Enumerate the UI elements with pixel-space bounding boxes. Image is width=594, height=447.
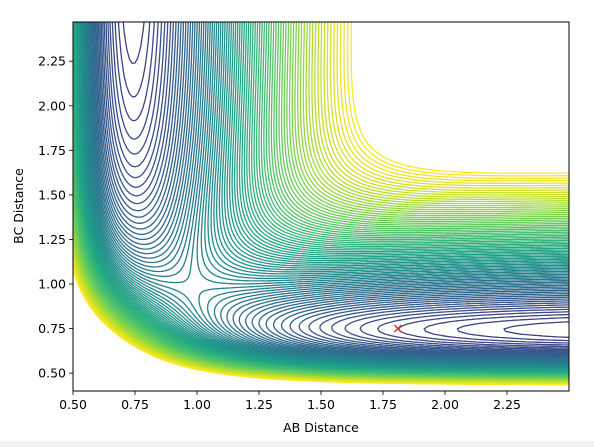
contour-lines	[73, 22, 569, 386]
contour-level	[105, 22, 569, 351]
y-tick-label: 0.50	[38, 366, 66, 381]
contour-level	[90, 22, 569, 362]
x-tick-label: 2.25	[493, 397, 521, 412]
contour-level	[99, 22, 569, 355]
y-tick-label: 1.25	[38, 232, 66, 247]
x-tick-label: 0.50	[59, 397, 87, 412]
contour-level	[109, 22, 569, 348]
x-tick-label: 1.00	[183, 397, 211, 412]
y-tick-label: 1.75	[38, 143, 66, 158]
x-tick-label: 1.50	[307, 397, 335, 412]
x-tick-label: 1.25	[245, 397, 273, 412]
contour-level	[93, 22, 569, 359]
x-axis-label: AB Distance	[283, 420, 359, 435]
y-tick-label: 2.25	[38, 54, 66, 69]
window-bottom-strip	[0, 441, 594, 447]
contour-level	[92, 22, 569, 360]
x-tick-label: 1.75	[369, 397, 397, 412]
contour-level	[102, 22, 569, 353]
y-tick-label: 2.00	[38, 98, 66, 113]
contour-level	[96, 22, 569, 357]
contour-level	[111, 22, 569, 346]
contour-level	[117, 22, 569, 342]
contour-level	[89, 22, 569, 362]
contour-level	[107, 22, 569, 349]
contour-level	[103, 22, 569, 352]
y-axis-label: BC Distance	[11, 168, 26, 244]
contour-level	[97, 22, 569, 356]
contour-level	[100, 22, 569, 354]
y-tick-label: 1.00	[38, 277, 66, 292]
contour-level	[88, 22, 569, 363]
x-tick-label: 2.00	[431, 397, 459, 412]
contour-level	[91, 22, 569, 361]
contour-level	[122, 22, 569, 339]
y-tick-label: 1.50	[38, 187, 66, 202]
x-axis: 0.50 0.75 1.00 1.25 1.50 1.75 2.00 2.25	[59, 391, 521, 412]
x-tick-label: 0.75	[121, 397, 149, 412]
y-axis: 0.50 0.75 1.00 1.25 1.50 1.75 2.00 2.25	[38, 54, 73, 381]
contour-level	[94, 22, 569, 359]
contour-level	[95, 22, 569, 358]
contour-level	[114, 22, 569, 344]
y-tick-label: 0.75	[38, 321, 66, 336]
